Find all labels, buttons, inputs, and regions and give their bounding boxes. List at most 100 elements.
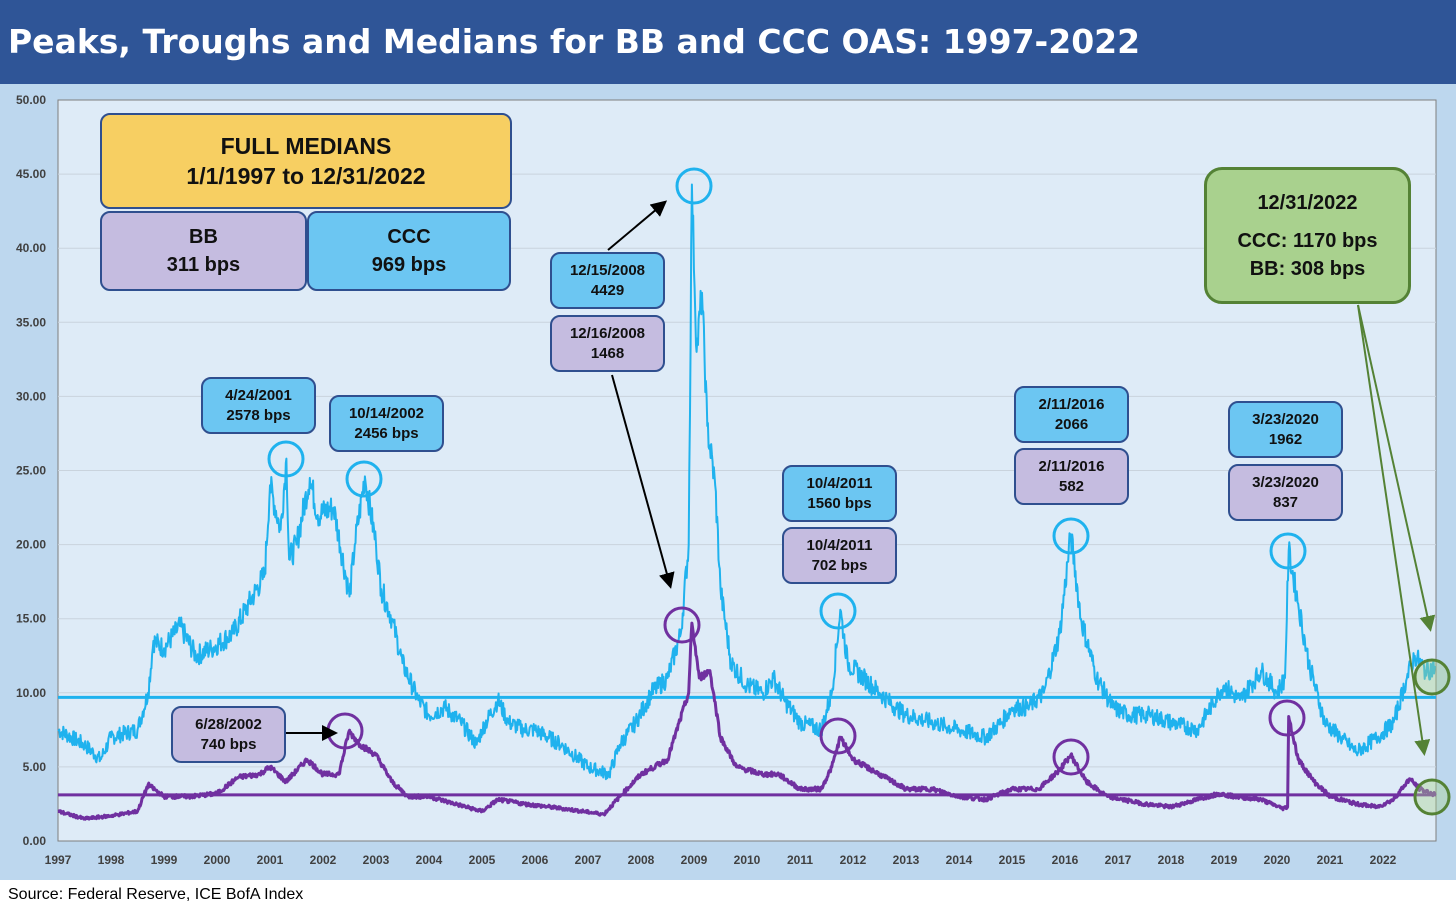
x-tick-label: 2014 <box>946 853 973 867</box>
annotation-box: 2/11/2016 582 <box>1014 448 1129 505</box>
latest-circle <box>1413 658 1451 696</box>
ccc-peak-circle <box>819 592 857 630</box>
x-tick-label: 2022 <box>1370 853 1397 867</box>
y-tick-label: 30.00 <box>16 389 46 403</box>
annotation-arrow <box>611 374 675 589</box>
annotation-box: 2/11/2016 2066 <box>1014 386 1129 443</box>
annotation-date: 3/23/2020 <box>1252 410 1319 428</box>
annotation-date: 10/4/2011 <box>806 536 873 554</box>
x-tick-label: 1998 <box>98 853 125 867</box>
x-tick-label: 2011 <box>787 853 813 867</box>
y-tick-label: 45.00 <box>16 167 46 181</box>
x-tick-label: 2013 <box>893 853 920 867</box>
annotation-value: 2578 bps <box>226 406 291 424</box>
ccc-peak-circle <box>1052 517 1090 555</box>
annotation-arrow <box>1357 304 1436 632</box>
y-tick-label: 5.00 <box>23 760 47 774</box>
annotation-box: 10/4/2011 1560 bps <box>782 465 897 522</box>
x-tick-label: 2018 <box>1158 853 1185 867</box>
latest-date: 12/31/2022 <box>1257 191 1358 214</box>
x-tick-label: 2017 <box>1105 853 1132 867</box>
annotation-value: 1468 <box>590 344 625 362</box>
latest-bb: BB: 308 bps <box>1249 257 1366 280</box>
x-tick-label: 2020 <box>1264 853 1291 867</box>
annotation-value: 702 bps <box>811 556 868 574</box>
annotation-value: 1560 bps <box>807 494 872 512</box>
x-tick-label: 2010 <box>734 853 761 867</box>
annotation-value: 2456 bps <box>354 424 419 442</box>
latest-circle <box>1413 778 1451 816</box>
x-tick-label: 2002 <box>310 853 337 867</box>
ccc-peak-circle <box>345 460 383 498</box>
ccc-series-line <box>57 183 1437 781</box>
annotation-date: 4/24/2001 <box>225 386 292 404</box>
annotation-box: 10/4/2011 702 bps <box>782 527 897 584</box>
bb-peak-circle <box>819 717 857 755</box>
bb-series-line <box>57 621 1437 821</box>
annotation-box: 4/24/2001 2578 bps <box>201 377 316 434</box>
bb-median-value: 311 bps <box>166 254 241 276</box>
ccc-peak-circle <box>267 440 305 478</box>
x-tick-label: 2019 <box>1211 853 1238 867</box>
x-tick-label: 2006 <box>522 853 549 867</box>
y-tick-label: 0.00 <box>23 834 47 848</box>
x-tick-label: 2004 <box>416 853 443 867</box>
annotation-date: 10/4/2011 <box>806 474 873 492</box>
annotation-value: 2066 <box>1054 415 1089 433</box>
annotation-date: 3/23/2020 <box>1252 473 1319 491</box>
x-tick-label: 2021 <box>1317 853 1344 867</box>
x-tick-label: 1997 <box>45 853 72 867</box>
ccc-peak-circle <box>675 167 713 205</box>
y-tick-label: 40.00 <box>16 241 46 255</box>
ccc-median-box: CCC 969 bps <box>307 211 511 291</box>
x-tick-label: 1999 <box>151 853 178 867</box>
x-tick-label: 2003 <box>363 853 390 867</box>
bb-peak-circle <box>663 606 701 644</box>
annotation-value: 582 <box>1058 477 1085 495</box>
ccc-median-label: CCC <box>387 226 431 248</box>
medians-range: 1/1/1997 to 12/31/2022 <box>186 163 426 189</box>
annotation-date: 12/15/2008 <box>569 261 646 279</box>
annotation-arrow <box>607 200 668 251</box>
annotation-box: 12/15/2008 4429 <box>550 252 665 309</box>
full-medians-box: FULL MEDIANS 1/1/1997 to 12/31/2022 <box>100 113 512 209</box>
annotation-date: 2/11/2016 <box>1038 457 1105 475</box>
latest-ccc: CCC: 1170 bps <box>1237 229 1378 252</box>
x-tick-label: 2008 <box>628 853 655 867</box>
annotation-date: 6/28/2002 <box>195 715 262 733</box>
latest-value-box: 12/31/2022 CCC: 1170 bps BB: 308 bps <box>1204 167 1411 304</box>
x-tick-label: 2015 <box>999 853 1026 867</box>
bb-median-label: BB <box>189 226 218 248</box>
y-tick-label: 35.00 <box>16 315 46 329</box>
annotation-date: 12/16/2008 <box>569 324 646 342</box>
x-tick-label: 2000 <box>204 853 231 867</box>
y-tick-label: 25.00 <box>16 464 46 478</box>
annotation-box: 12/16/2008 1468 <box>550 315 665 372</box>
annotation-date: 10/14/2002 <box>348 404 425 422</box>
bb-peak-circle <box>1052 738 1090 776</box>
annotation-box: 6/28/2002 740 bps <box>171 706 286 763</box>
bb-median-box: BB 311 bps <box>100 211 307 291</box>
y-tick-label: 20.00 <box>16 538 46 552</box>
annotation-value: 4429 <box>590 281 625 299</box>
chart-title: Peaks, Troughs and Medians for BB and CC… <box>0 0 1456 84</box>
annotation-value: 740 bps <box>200 735 257 753</box>
bb-peak-circle <box>1268 699 1306 737</box>
source-note: Source: Federal Reserve, ICE BofA Index <box>8 886 304 903</box>
annotation-value: 1962 <box>1268 430 1303 448</box>
annotation-arrow <box>1357 304 1431 756</box>
annotation-date: 2/11/2016 <box>1038 395 1105 413</box>
y-tick-label: 15.00 <box>16 612 46 626</box>
ccc-peak-circle <box>1269 532 1307 570</box>
x-tick-label: 2012 <box>840 853 867 867</box>
ccc-median-value: 969 bps <box>371 254 447 276</box>
medians-title: FULL MEDIANS <box>220 133 392 159</box>
x-tick-label: 2005 <box>469 853 496 867</box>
annotation-box: 10/14/2002 2456 bps <box>329 395 444 452</box>
y-tick-label: 10.00 <box>16 686 46 700</box>
x-tick-label: 2007 <box>575 853 602 867</box>
annotation-value: 837 <box>1272 493 1299 511</box>
annotation-box: 3/23/2020 1962 <box>1228 401 1343 458</box>
x-tick-label: 2016 <box>1052 853 1079 867</box>
x-tick-label: 2009 <box>681 853 708 867</box>
